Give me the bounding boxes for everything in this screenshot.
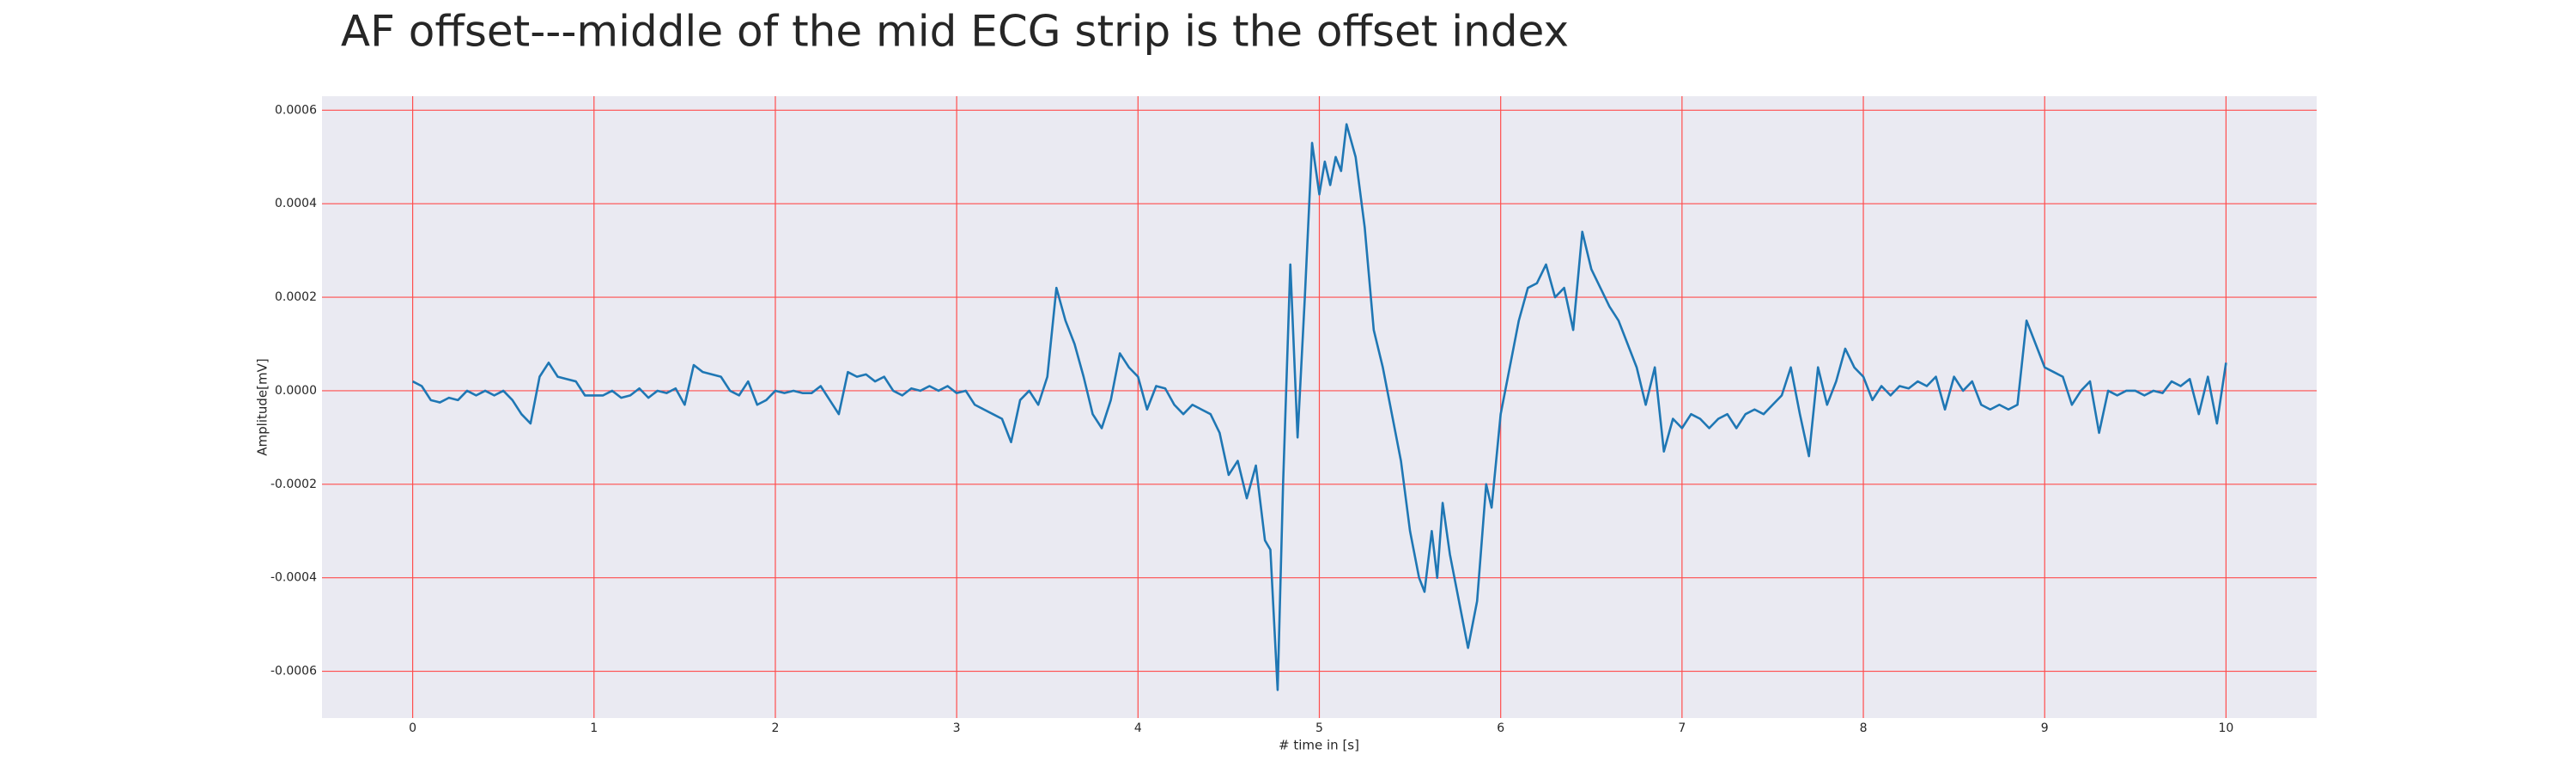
x-axis-label: # time in [s] — [1279, 738, 1359, 753]
data-line — [411, 123, 2227, 691]
x-tick-label: 6 — [1497, 721, 1504, 735]
x-tick-label: 9 — [2041, 721, 2049, 735]
x-tick-label: 8 — [1860, 721, 1868, 735]
y-tick-label: 0.0002 — [275, 290, 317, 304]
x-tick-label: 2 — [771, 721, 779, 735]
y-tick-label: -0.0004 — [270, 571, 317, 585]
x-tick-label: 7 — [1678, 721, 1686, 735]
y-axis-label: Amplitude[mV] — [255, 358, 270, 455]
x-tick-label: 1 — [590, 721, 598, 735]
y-tick-label: 0.0000 — [275, 384, 317, 398]
x-tick-label: 3 — [953, 721, 961, 735]
chart-title: AF offset---middle of the mid ECG strip … — [341, 7, 1569, 57]
y-tick-label: -0.0002 — [270, 478, 317, 491]
x-tick-label: 0 — [409, 721, 416, 735]
x-tick-label: 10 — [2218, 721, 2233, 735]
y-tick-label: -0.0006 — [270, 665, 317, 679]
y-tick-label: 0.0006 — [275, 103, 317, 117]
y-tick-label: 0.0004 — [275, 197, 317, 210]
x-tick-label: 5 — [1315, 721, 1323, 735]
x-tick-label: 4 — [1134, 721, 1142, 735]
